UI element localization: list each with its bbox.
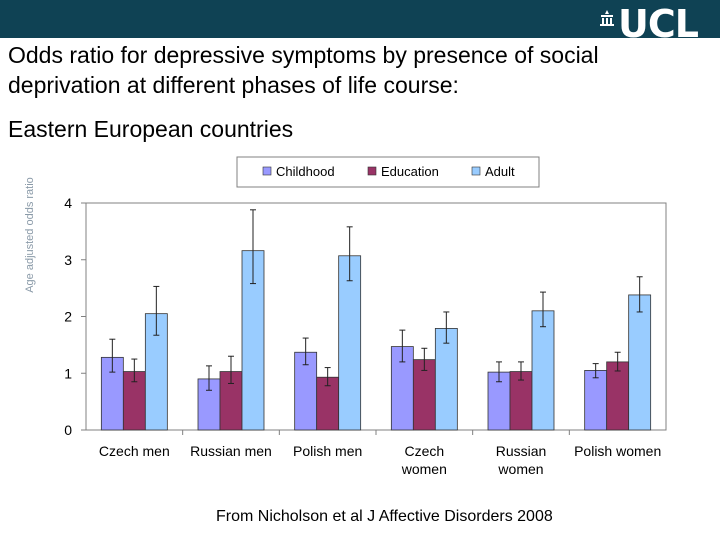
header-bar: UCL <box>0 0 720 44</box>
bar-chart: 0 1 2 3 4 Czech men Russian men Polish men Czech… <box>64 156 672 494</box>
legend-swatch <box>262 166 272 176</box>
legend-label: Childhood <box>276 164 335 179</box>
x-category-label: Russian <box>496 443 547 459</box>
y-tick-label: 2 <box>64 309 72 325</box>
bar-adult <box>628 294 652 431</box>
x-category-label: women <box>497 461 543 477</box>
legend-label: Education <box>381 164 439 179</box>
portico-icon <box>600 10 615 26</box>
legend-label: Adult <box>485 164 515 179</box>
x-category-label: women <box>401 461 447 477</box>
bar-adult <box>531 310 555 431</box>
plot-area <box>85 202 667 431</box>
x-category-label: Czech men <box>99 443 170 459</box>
y-tick-label: 4 <box>64 195 72 211</box>
y-tick-label: 0 <box>64 422 72 438</box>
legend-box <box>236 156 540 188</box>
x-category-label: Polish men <box>293 443 362 459</box>
slide-title: Odds ratio for depressive symptoms by pr… <box>8 42 599 98</box>
legend: Childhood Education Adult <box>236 156 540 188</box>
bar-education <box>606 361 630 431</box>
x-category-label: Czech <box>404 443 444 459</box>
legend-swatch <box>471 166 481 176</box>
source-citation: From Nicholson et al J Affective Disorde… <box>216 508 553 525</box>
y-tick-label: 3 <box>64 252 72 268</box>
y-tick-label: 1 <box>64 365 72 381</box>
bar-childhood <box>584 370 608 431</box>
x-category-label: Russian men <box>190 443 272 459</box>
slide-subtitle: Eastern European countries <box>8 116 294 142</box>
logo-text: UCL <box>618 2 699 46</box>
ucl-logo: UCL <box>600 2 699 46</box>
legend-swatch <box>367 166 377 176</box>
bar-adult <box>338 255 362 431</box>
x-category-label: Polish women <box>574 443 661 459</box>
